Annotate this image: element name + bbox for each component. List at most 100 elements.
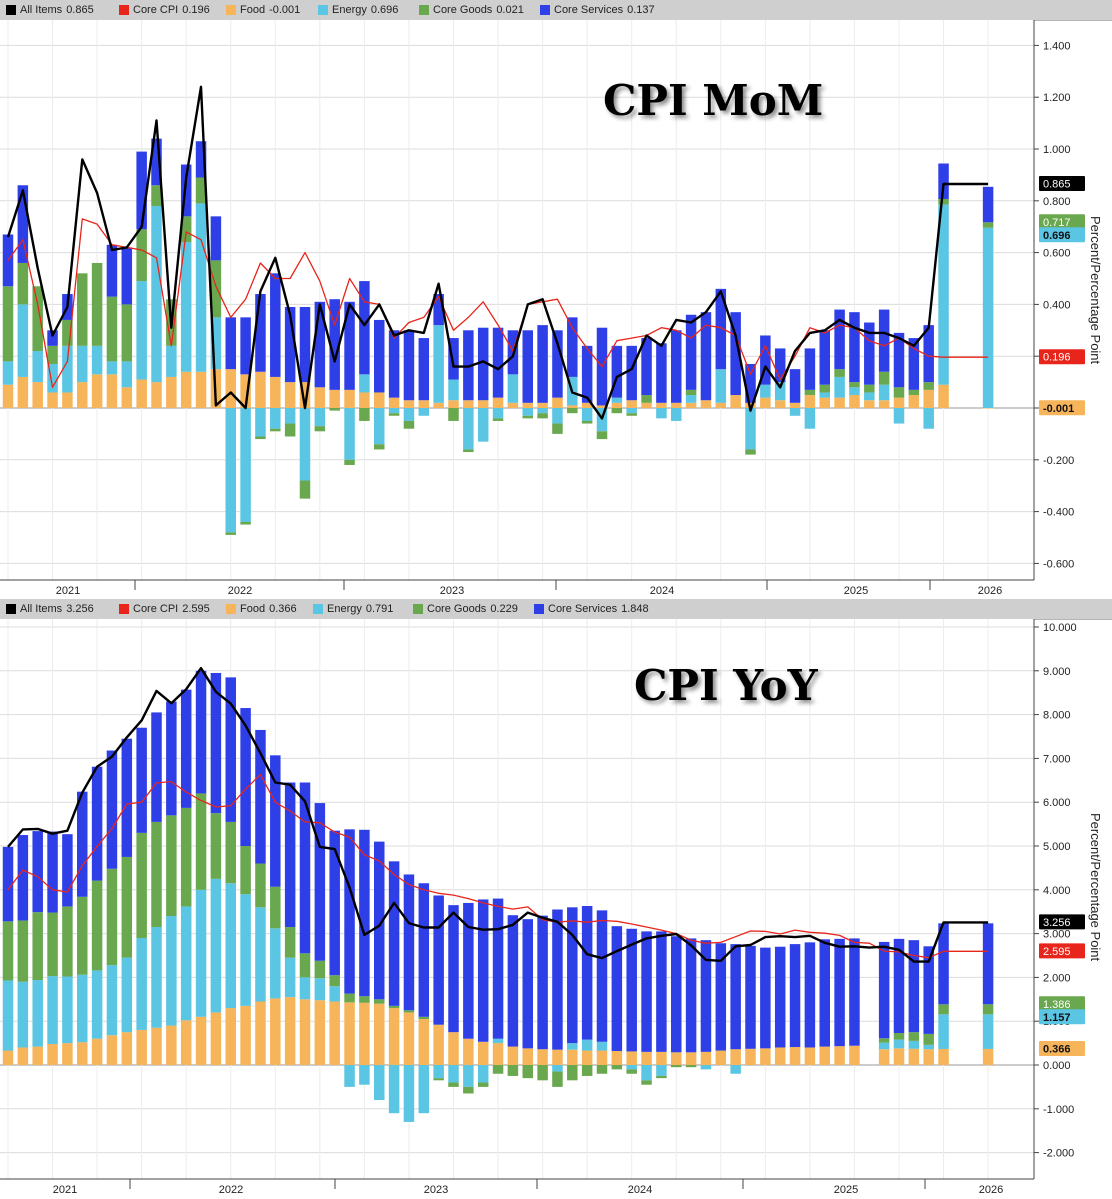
bar-food (537, 1049, 548, 1065)
legend-label: Core CPI (133, 4, 179, 16)
bar-energy (477, 408, 489, 442)
bar-food (878, 1049, 890, 1065)
bar-food (136, 1029, 147, 1065)
bar-energy (374, 1065, 385, 1101)
bar-food (62, 1043, 73, 1065)
bar-energy (596, 408, 608, 432)
bar-core-goods (121, 304, 133, 362)
bar-core-goods (91, 880, 103, 971)
bar-core-goods (656, 1075, 667, 1079)
bar-core-goods (195, 793, 207, 890)
bar-energy (834, 376, 845, 398)
bar-core-goods (403, 1010, 415, 1013)
bar-food (255, 371, 266, 408)
bar-energy (166, 916, 177, 1026)
value-tag (1039, 175, 1085, 191)
bar-energy (418, 1065, 430, 1114)
legend-swatch (419, 5, 429, 15)
bar-food (611, 1050, 623, 1065)
bar-core-goods (225, 821, 236, 884)
chart-title: CPI YoY (634, 661, 818, 710)
bar-core-services (522, 919, 533, 1049)
bar-energy (864, 392, 875, 401)
value-tag-label: 3.256 (1043, 917, 1071, 929)
legend-swatch (318, 5, 328, 15)
bar-food (730, 1049, 741, 1065)
bar-energy (463, 1065, 474, 1087)
legend-swatch (534, 604, 544, 614)
bar-core-services (180, 164, 192, 217)
legend-value: 0.196 (182, 4, 210, 16)
bar-core-services (537, 915, 548, 1050)
bar-core-services (344, 829, 355, 994)
bar-food (403, 1012, 415, 1065)
bar-food (567, 405, 578, 408)
bar-core-services (760, 335, 771, 385)
y-tick-label: 3.000 (1043, 929, 1071, 941)
bar-energy (626, 1065, 637, 1070)
bar-food (611, 402, 623, 408)
bar-core-goods (507, 1065, 519, 1076)
bar-core-goods (433, 1078, 444, 1081)
bar-core-goods (448, 1082, 459, 1087)
bar-food (715, 1050, 727, 1065)
bar-core-services (121, 738, 133, 857)
bar-food (91, 374, 103, 408)
bar-core-services (448, 905, 459, 1033)
bar-food (774, 1047, 786, 1065)
bar-food (581, 402, 593, 408)
bar-core-services (908, 338, 920, 390)
y-axis-label: Percent/Percentage Point (1088, 216, 1103, 365)
bar-core-services (255, 294, 266, 372)
bar-energy (418, 408, 430, 416)
bar-core-services (819, 330, 830, 385)
y-tick-label: 5.000 (1043, 841, 1071, 853)
bar-core-services (804, 348, 816, 390)
bar-core-services (136, 151, 147, 230)
bar-core-goods (492, 418, 504, 421)
x-tick-label: 2026 (978, 585, 1002, 597)
bar-energy (923, 408, 934, 429)
bar-food (982, 408, 994, 409)
bar-energy (849, 387, 860, 396)
bar-core-services (106, 750, 118, 869)
bar-energy (106, 965, 118, 1036)
y-tick-label: -0.200 (1043, 455, 1074, 467)
bar-core-goods (908, 1032, 920, 1041)
x-tick-label: 2022 (219, 1184, 243, 1196)
bar-energy (878, 1042, 890, 1050)
x-tick-label: 2023 (440, 585, 464, 597)
bar-core-services (567, 907, 578, 1044)
bar-core-goods (17, 920, 29, 982)
bar-core-goods (255, 863, 266, 908)
bar-core-services (492, 898, 504, 1039)
bar-core-goods (611, 1065, 623, 1070)
bar-food (552, 397, 563, 408)
bar-core-services (388, 861, 400, 1006)
bar-energy (32, 351, 43, 383)
legend-label: All Items (20, 603, 63, 615)
bar-core-services (745, 363, 756, 403)
bar-energy (195, 889, 207, 1017)
yoy-chart: 10.000 9.000 8.000 7.000 6.000 5.000 4.000 3.00… (0, 619, 1085, 1196)
bar-food (166, 376, 177, 408)
bar-food (893, 397, 905, 408)
bar-food (849, 1045, 860, 1065)
bar-energy (552, 408, 563, 424)
legend-energy: Energy 0.696 (318, 3, 398, 17)
bar-core-goods (329, 975, 340, 987)
bar-food (418, 400, 430, 408)
bar-energy (77, 345, 88, 383)
bar-food (492, 397, 504, 408)
bar-core-services (17, 185, 29, 263)
bar-energy (789, 408, 801, 416)
bar-core-services (849, 938, 860, 1046)
bar-food (745, 1048, 756, 1065)
bar-core-goods (388, 413, 400, 416)
bar-core-services (270, 273, 281, 377)
bar-energy (388, 1065, 400, 1114)
bar-energy (240, 408, 251, 522)
bar-core-services (299, 782, 311, 954)
bar-energy (477, 1065, 489, 1083)
bar-core-goods (121, 856, 133, 958)
